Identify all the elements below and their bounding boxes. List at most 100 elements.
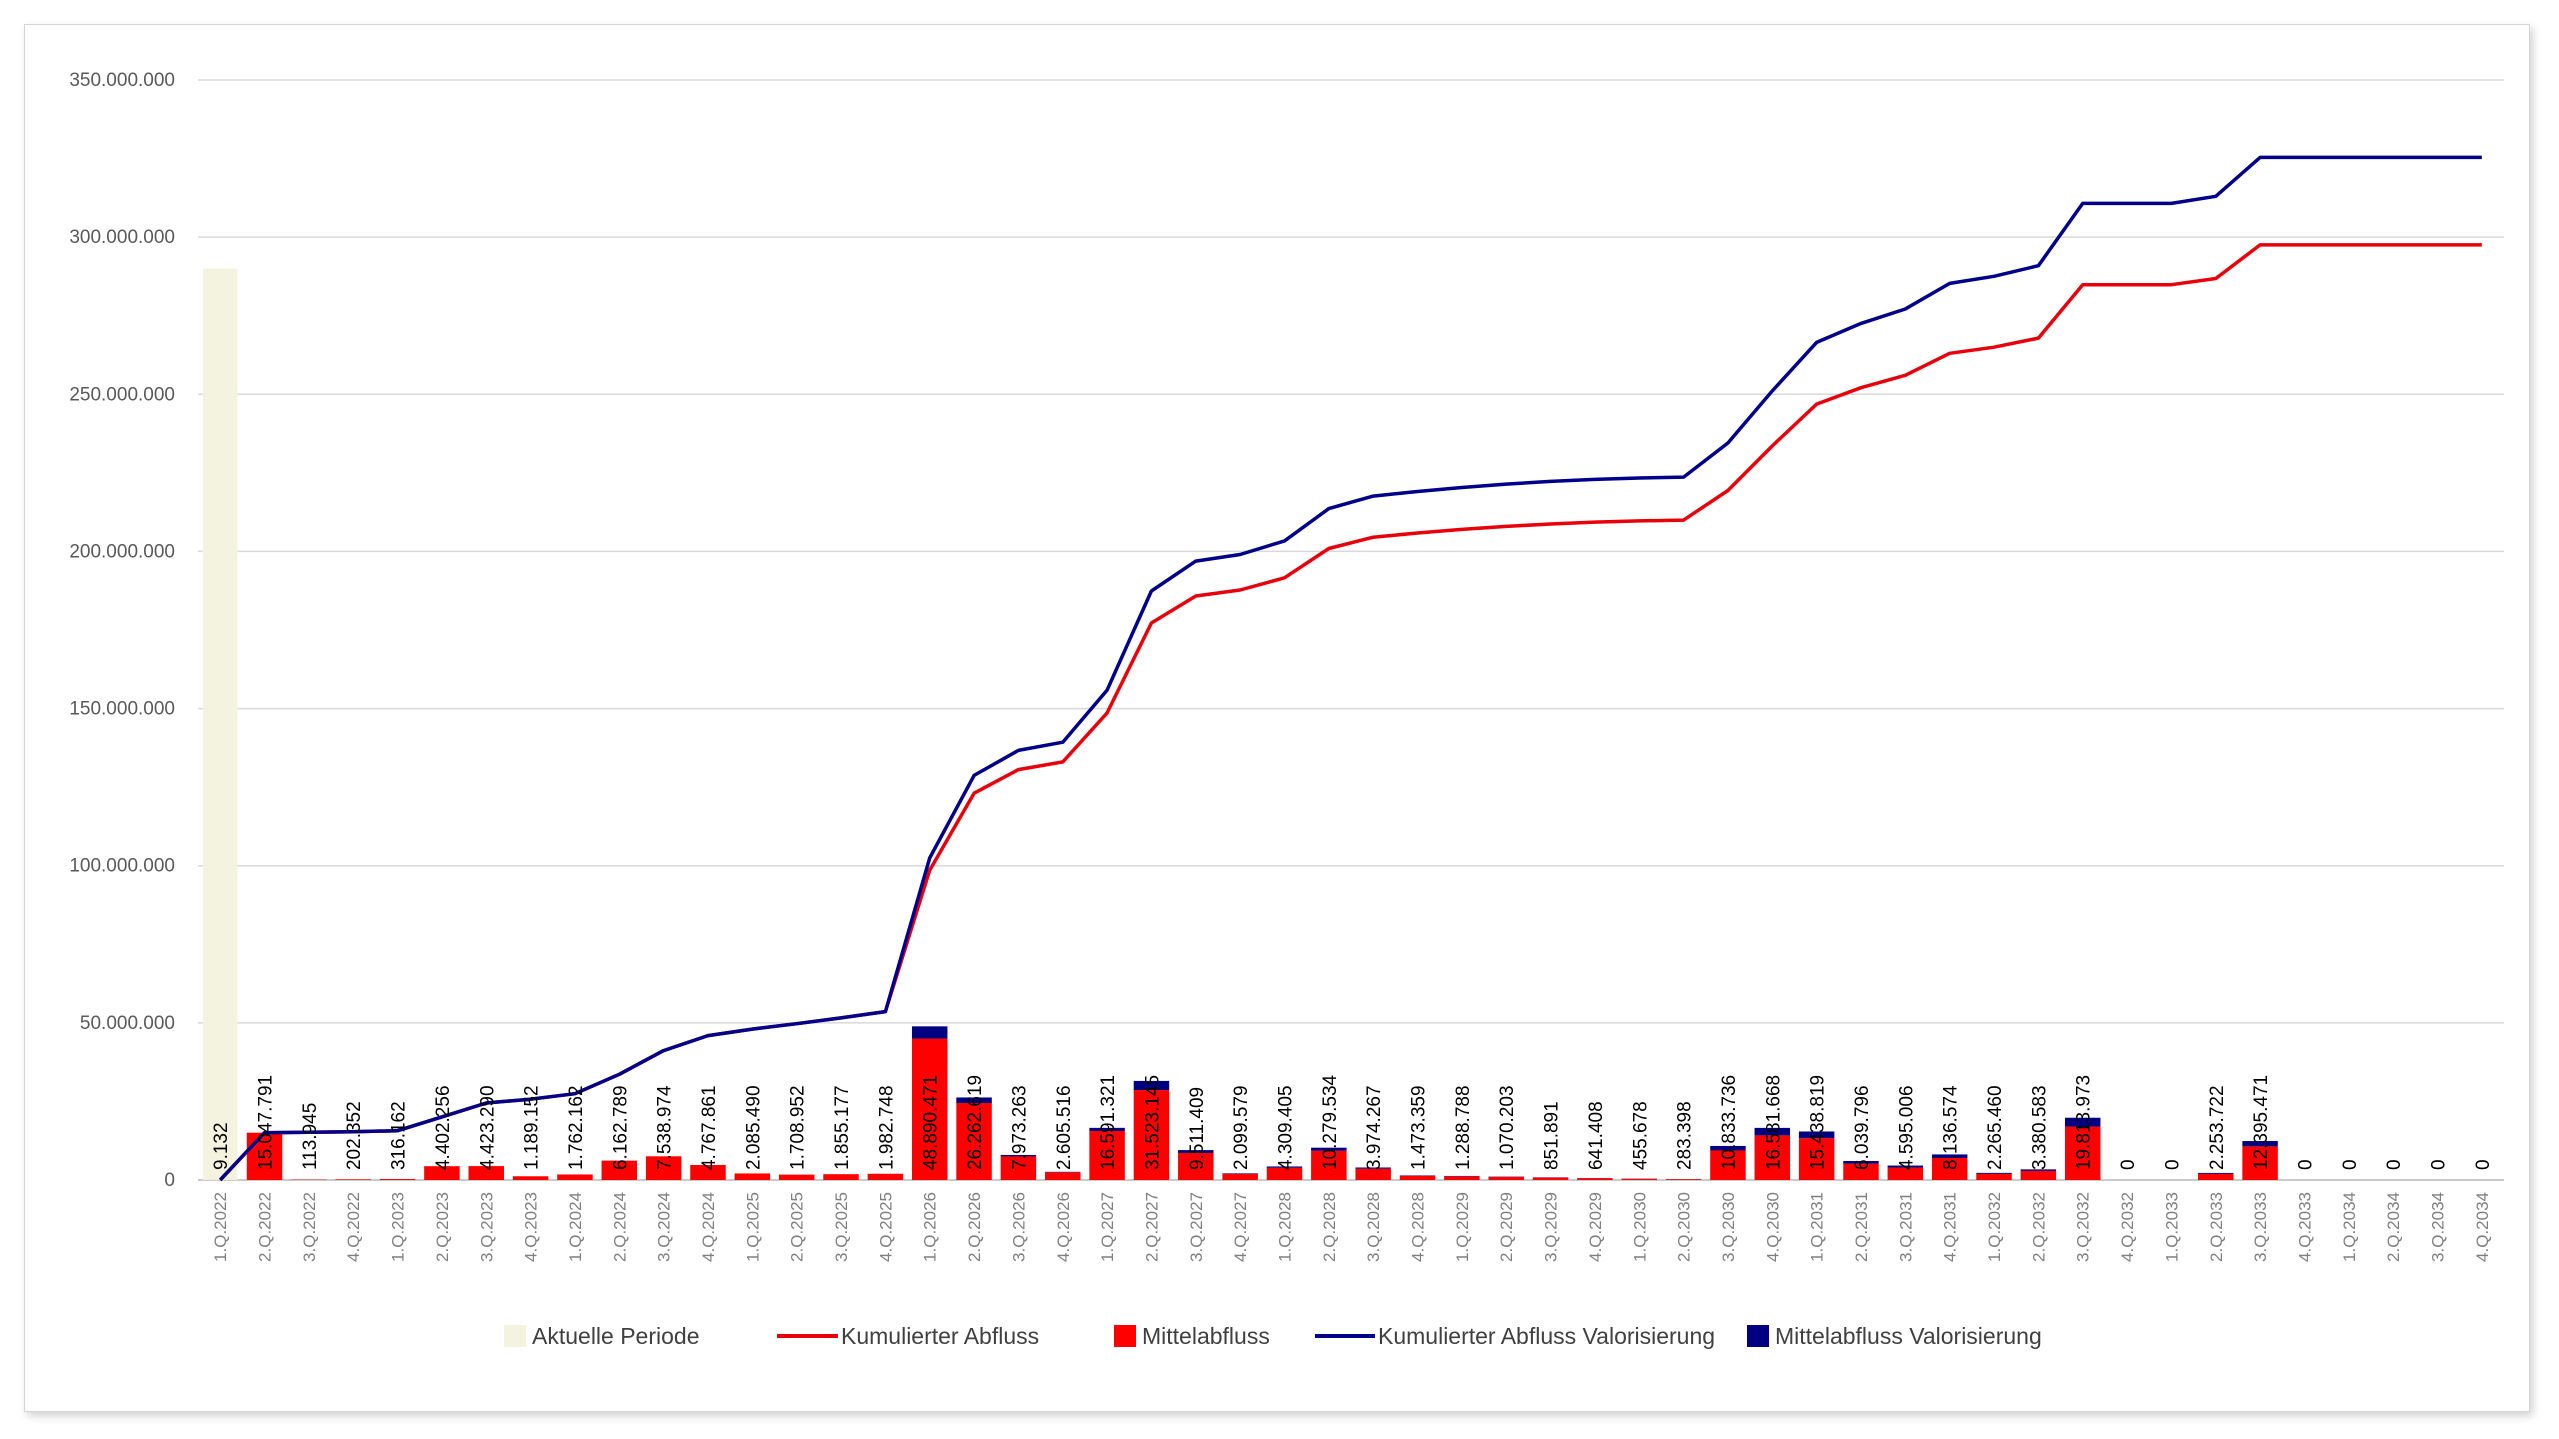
bar-mittelabfluss-valorisierung [1178,1150,1214,1153]
x-tick-label: 2.Q.2027 [1142,1192,1161,1262]
data-label: 455.678 [1630,1101,1651,1170]
bar-mittelabfluss [1665,1179,1702,1180]
x-tick-label: 3.Q.2024 [655,1192,674,1262]
data-label: 2.605.516 [1054,1085,1075,1170]
bar-mittelabfluss [2064,1126,2101,1180]
y-tick-label: 250.000.000 [69,384,175,405]
x-tick-label: 4.Q.2024 [699,1192,718,1262]
data-label: 10.279.534 [1320,1074,1341,1170]
data-label: 3.974.267 [1364,1085,1385,1170]
y-tick-label: 200.000.000 [69,541,175,562]
data-label: 202.352 [344,1101,365,1170]
data-label: 16.581.668 [1763,1075,1784,1170]
x-tick-label: 4.Q.2029 [1586,1192,1605,1262]
bar-mittelabfluss [1488,1176,1524,1180]
y-tick-label: 0 [164,1170,175,1191]
data-label: 26.262.619 [965,1075,986,1170]
bar-mittelabfluss [1532,1177,1569,1180]
data-label: 31.523.145 [1142,1075,1163,1170]
x-tick-label: 2.Q.2030 [1675,1192,1694,1262]
bar-mittelabfluss [1621,1178,1657,1180]
x-tick-label: 1.Q.2031 [1808,1192,1827,1262]
line-kumulierter-abfluss [218,243,2482,1182]
data-label: 1.189.152 [522,1085,543,1170]
x-tick-label: 2.Q.2029 [1497,1192,1516,1262]
x-tick-label: 2.Q.2022 [256,1192,275,1262]
x-tick-label: 2.Q.2031 [1852,1192,1871,1262]
data-label: 0 [2162,1159,2183,1170]
bar-mittelabfluss [1133,1090,1170,1180]
legend-label-cum-abfluss: Kumulierter Abfluss [841,1323,1039,1349]
x-tick-label: 4.Q.2034 [2473,1192,2492,1262]
bar-mittelabfluss [1754,1135,1791,1180]
x-tick-label: 1.Q.2030 [1630,1192,1649,1262]
bar-mittelabfluss [1887,1167,1924,1180]
data-label: 4.423.290 [477,1085,498,1170]
x-tick-label: 1.Q.2024 [566,1192,585,1262]
bar-mittelabfluss-valorisierung [1976,1172,2012,1174]
bar-mittelabfluss [1798,1138,1835,1180]
data-label: 0 [2118,1159,2139,1170]
bar-mittelabfluss [1710,1150,1746,1180]
data-label: 48.890.471 [921,1075,942,1170]
bar-mittelabfluss [557,1174,593,1180]
data-label: 0 [2473,1159,2494,1170]
data-label: 4.402.256 [433,1085,454,1170]
x-tick-label: 2.Q.2023 [433,1192,452,1262]
bar-mittelabfluss [778,1174,815,1180]
x-tick-label: 3.Q.2028 [1364,1192,1383,1262]
x-tick-label: 4.Q.2030 [1763,1192,1782,1262]
x-tick-label: 2.Q.2033 [2207,1192,2226,1262]
x-tick-label: 3.Q.2022 [300,1192,319,1262]
x-tick-label: 3.Q.2032 [2074,1192,2093,1262]
data-label: 12.395.471 [2251,1075,2272,1170]
bar-mittelabfluss [734,1173,771,1180]
data-label: 1.473.359 [1409,1085,1430,1170]
data-label: 15.047.791 [256,1075,277,1170]
x-tick-label: 3.Q.2033 [2251,1192,2270,1262]
x-tick-label: 2.Q.2028 [1320,1192,1339,1262]
bar-mittelabfluss [601,1160,638,1180]
x-axis-ticks: 1.Q.2022 2.Q.2022 3.Q.2022 4.Q.2022 1.Q.2023… [211,1192,2492,1262]
bar-mittelabfluss-valorisierung [1311,1147,1347,1151]
x-tick-label: 4.Q.2031 [1941,1192,1960,1262]
bar-mittelabfluss [956,1103,992,1180]
data-label: 1.855.177 [832,1085,853,1170]
bar-mittelabfluss-valorisierung [2064,1117,2101,1127]
x-tick-label: 4.Q.2033 [2295,1192,2314,1262]
x-tick-label: 1.Q.2032 [1985,1192,2004,1262]
x-tick-label: 1.Q.2026 [921,1192,940,1262]
x-tick-label: 1.Q.2033 [2162,1192,2181,1262]
data-label: 0 [2295,1159,2316,1170]
legend-swatch-abfluss [1114,1325,1136,1347]
bar-mittelabfluss [1444,1176,1480,1180]
bar-mittelabfluss [1976,1173,2012,1180]
bar-mittelabfluss [1577,1178,1613,1180]
data-label: 16.591.321 [1098,1075,1119,1170]
bar-mittelabfluss-valorisierung [2020,1169,2057,1171]
x-tick-label: 4.Q.2032 [2118,1192,2137,1262]
data-label: 1.288.788 [1453,1085,1474,1170]
x-tick-label: 2.Q.2026 [965,1192,984,1262]
x-tick-label: 4.Q.2028 [1409,1192,1428,1262]
x-tick-label: 3.Q.2026 [1009,1192,1028,1262]
y-tick-label: 300.000.000 [69,227,175,248]
x-tick-label: 3.Q.2023 [477,1192,496,1262]
bar-mittelabfluss [823,1174,859,1180]
y-tick-label: 150.000.000 [69,699,175,720]
x-tick-label: 1.Q.2025 [743,1192,762,1262]
x-tick-label: 4.Q.2023 [522,1192,541,1262]
data-label: 2.099.579 [1231,1085,1252,1170]
data-label: 19.813.973 [2074,1075,2095,1170]
x-tick-label: 1.Q.2022 [211,1192,230,1262]
x-tick-label: 1.Q.2023 [389,1192,408,1262]
x-tick-label: 2.Q.2025 [788,1192,807,1262]
data-label: 8.136.574 [1941,1085,1962,1170]
data-label: 113.945 [300,1103,321,1170]
x-tick-label: 2.Q.2024 [610,1192,629,1262]
data-label: 3.380.583 [2029,1085,2050,1170]
x-tick-label: 3.Q.2034 [2428,1192,2447,1262]
bar-mittelabfluss-valorisierung [1355,1167,1391,1169]
x-tick-label: 3.Q.2029 [1542,1192,1561,1262]
bar-mittelabfluss-valorisierung [1133,1080,1170,1091]
